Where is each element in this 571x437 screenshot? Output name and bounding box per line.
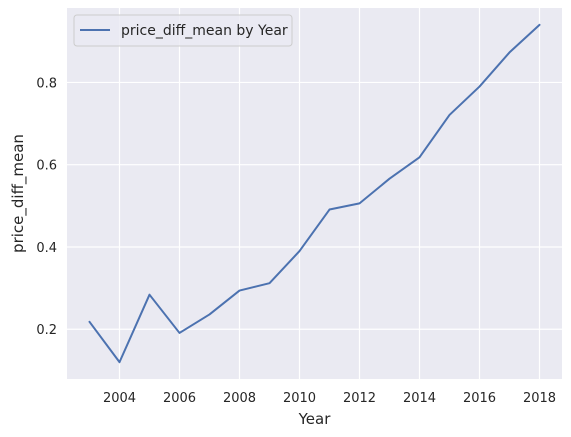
x-tick-label: 2004 bbox=[103, 391, 136, 406]
y-tick-label: 0.8 bbox=[36, 76, 57, 91]
x-tick-label: 2008 bbox=[223, 391, 256, 406]
grid bbox=[67, 8, 562, 379]
legend-label: price_diff_mean by Year bbox=[121, 23, 288, 39]
y-tick-label: 0.6 bbox=[36, 159, 57, 174]
x-axis-ticks: 2004 2006 2008 2010 2012 2014 2016 2018 bbox=[103, 391, 556, 406]
x-tick-label: 2012 bbox=[343, 391, 376, 406]
legend: price_diff_mean by Year bbox=[73, 14, 293, 47]
x-tick-label: 2016 bbox=[463, 391, 496, 406]
x-tick-label: 2014 bbox=[403, 391, 436, 406]
x-tick-label: 2018 bbox=[523, 391, 556, 406]
legend-box bbox=[73, 14, 293, 47]
plot-area bbox=[67, 8, 562, 379]
x-axis-label: Year bbox=[298, 410, 332, 428]
series-line bbox=[88, 23, 541, 364]
y-tick-label: 0.4 bbox=[36, 241, 57, 256]
y-tick-label: 0.2 bbox=[36, 323, 57, 338]
y-axis-ticks: 0.2 0.4 0.6 0.8 bbox=[36, 76, 57, 338]
x-tick-label: 2010 bbox=[283, 391, 316, 406]
y-axis-label: price_diff_mean bbox=[9, 134, 28, 253]
x-tick-label: 2006 bbox=[163, 391, 196, 406]
series-layer bbox=[88, 23, 541, 364]
